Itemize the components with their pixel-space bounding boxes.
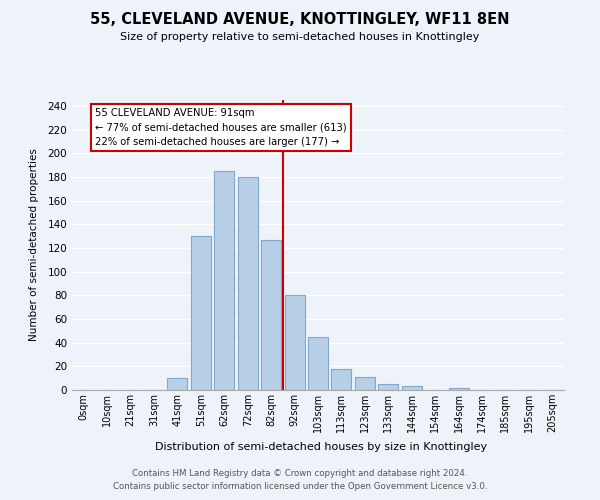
Bar (261, 240, 281, 390)
Bar (379, 384, 398, 390)
Text: Contains public sector information licensed under the Open Government Licence v3: Contains public sector information licen… (113, 482, 487, 491)
Text: Contains HM Land Registry data © Crown copyright and database right 2024.: Contains HM Land Registry data © Crown c… (132, 468, 468, 477)
Bar (331, 368, 352, 390)
Bar (167, 378, 187, 390)
Bar (238, 177, 257, 390)
Text: 55, CLEVELAND AVENUE, KNOTTINGLEY, WF11 8EN: 55, CLEVELAND AVENUE, KNOTTINGLEY, WF11 … (90, 12, 510, 28)
Y-axis label: Number of semi-detached properties: Number of semi-detached properties (29, 148, 39, 342)
Bar (355, 377, 375, 390)
Bar (214, 171, 234, 390)
Bar (402, 386, 422, 390)
Bar (284, 296, 305, 390)
Text: 55 CLEVELAND AVENUE: 91sqm
← 77% of semi-detached houses are smaller (613)
22% o: 55 CLEVELAND AVENUE: 91sqm ← 77% of semi… (95, 108, 347, 147)
Text: Size of property relative to semi-detached houses in Knottingley: Size of property relative to semi-detach… (121, 32, 479, 42)
Bar (191, 236, 211, 390)
Text: Distribution of semi-detached houses by size in Knottingley: Distribution of semi-detached houses by … (155, 442, 487, 452)
Bar (308, 336, 328, 390)
Bar (449, 388, 469, 390)
